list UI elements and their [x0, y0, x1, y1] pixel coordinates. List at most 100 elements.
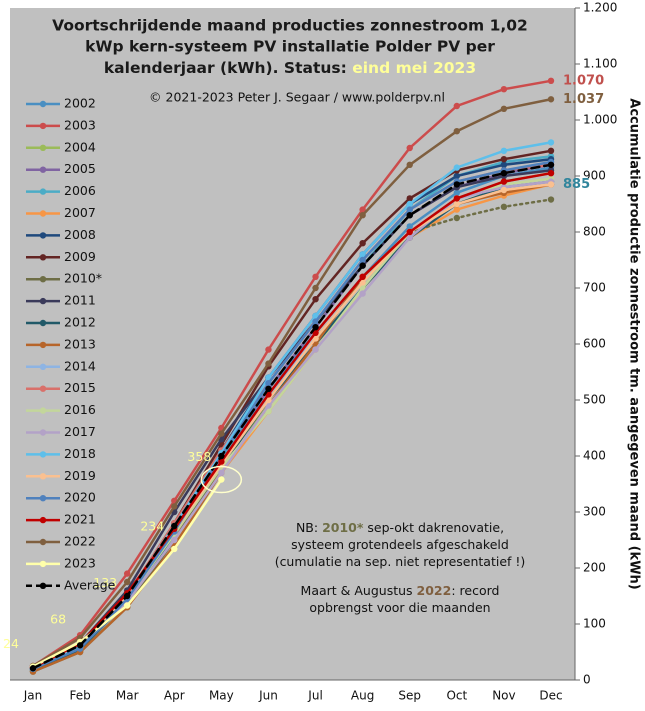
- chart-title: kWp kern-systeem PV installatie Polder P…: [85, 38, 495, 56]
- point: [406, 234, 413, 241]
- legend-marker: [39, 188, 47, 195]
- data-label: 68: [50, 611, 66, 626]
- legend-marker: [39, 166, 47, 173]
- x-tick-label: Sep: [398, 689, 421, 703]
- point: [312, 318, 319, 325]
- point: [312, 273, 319, 280]
- y-tick-label: 700: [583, 281, 606, 295]
- point: [265, 385, 272, 392]
- point: [406, 144, 413, 152]
- series-line: [31, 169, 553, 669]
- series-line: [31, 171, 553, 669]
- data-label: 133: [93, 575, 117, 590]
- legend-marker: [39, 516, 47, 524]
- point: [359, 273, 366, 280]
- legend-label: 2013: [64, 336, 96, 351]
- point: [547, 139, 555, 146]
- y-axis-label: Accumulatie productie zonnestroom tm. aa…: [627, 98, 642, 589]
- point: [453, 164, 461, 171]
- point: [123, 592, 131, 600]
- point: [500, 186, 508, 194]
- series-line: [31, 98, 553, 668]
- highlight: [200, 465, 243, 494]
- legend-marker: [39, 582, 47, 589]
- point: [500, 161, 508, 168]
- point: [547, 77, 555, 85]
- point: [500, 156, 508, 163]
- point: [123, 578, 131, 586]
- x-tick-label: May: [209, 689, 234, 703]
- point: [406, 212, 413, 219]
- data-label: 358: [187, 449, 211, 464]
- point: [500, 105, 508, 113]
- point: [547, 196, 555, 203]
- x-tick-label: Feb: [69, 689, 90, 703]
- point: [218, 458, 225, 465]
- chart-title: kalenderjaar (kWh). Status:: [104, 59, 347, 77]
- point: [359, 251, 366, 258]
- point: [29, 665, 37, 672]
- legend-marker: [39, 210, 47, 217]
- point: [547, 181, 555, 188]
- point: [547, 170, 555, 177]
- y-tick-label: 900: [583, 169, 606, 183]
- point: [547, 96, 555, 103]
- point: [265, 380, 272, 387]
- legend-label: 2018: [64, 446, 96, 461]
- legend-marker: [39, 495, 47, 502]
- legend-label: 2020: [64, 490, 96, 505]
- point: [453, 102, 461, 110]
- point: [312, 284, 319, 292]
- point: [500, 203, 508, 210]
- x-tick-label: Mar: [116, 689, 139, 703]
- point: [312, 346, 319, 353]
- legend-marker: [39, 385, 47, 392]
- note: opbrengst voor die maanden: [309, 600, 490, 615]
- legend-marker: [39, 429, 47, 436]
- annotation: 1.070: [563, 73, 604, 88]
- annotation: 885: [563, 177, 590, 192]
- point: [359, 256, 366, 264]
- point: [500, 170, 508, 177]
- x-tick-label: Jul: [307, 689, 322, 703]
- point: [547, 161, 555, 168]
- y-tick-label: 600: [583, 337, 606, 351]
- y-tick-label: 1.100: [583, 57, 617, 71]
- note: systeem grotendeels afgeschakeld: [291, 537, 509, 552]
- legend-label: 2021: [64, 512, 96, 527]
- point: [218, 452, 225, 460]
- legend-label: 2023: [64, 555, 96, 570]
- legend-label: 2010*: [64, 271, 102, 286]
- annotation: 1.037: [563, 92, 604, 107]
- point: [453, 206, 461, 213]
- note-part: Maart & Augustus: [301, 583, 417, 598]
- point: [76, 642, 84, 649]
- y-tick-label: 800: [583, 225, 606, 239]
- point: [406, 206, 413, 213]
- subtitle: © 2021-2023 Peter J. Segaar / www.polder…: [149, 90, 445, 105]
- data-label: 24: [3, 636, 19, 651]
- point: [171, 536, 178, 544]
- x-tick-label: Aug: [351, 689, 374, 703]
- y-tick-label: 0: [583, 673, 591, 687]
- point: [547, 147, 555, 154]
- note-part: systeem grotendeels afgeschakeld: [291, 537, 509, 552]
- note: NB: 2010* sep-okt dakrenovatie,: [296, 520, 504, 535]
- point: [359, 284, 366, 292]
- y-tick-label: 500: [583, 393, 606, 407]
- note-part: (cumulatie na sep. niet representatief !…: [275, 554, 526, 569]
- legend-label: 2016: [64, 402, 96, 417]
- note-part: opbrengst voor die maanden: [309, 600, 490, 615]
- legend-label: 2007: [64, 205, 96, 220]
- point: [359, 290, 366, 297]
- note: (cumulatie na sep. niet representatief !…: [275, 554, 526, 569]
- legend-label: 2017: [64, 424, 96, 439]
- note-part: NB:: [296, 520, 322, 535]
- series-line: [31, 163, 553, 670]
- note: Maart & Augustus 2022: record: [301, 583, 500, 598]
- point: [171, 503, 178, 510]
- point: [406, 195, 413, 202]
- legend-marker: [39, 538, 47, 546]
- point: [359, 240, 366, 247]
- legend-label: 2005: [64, 161, 96, 176]
